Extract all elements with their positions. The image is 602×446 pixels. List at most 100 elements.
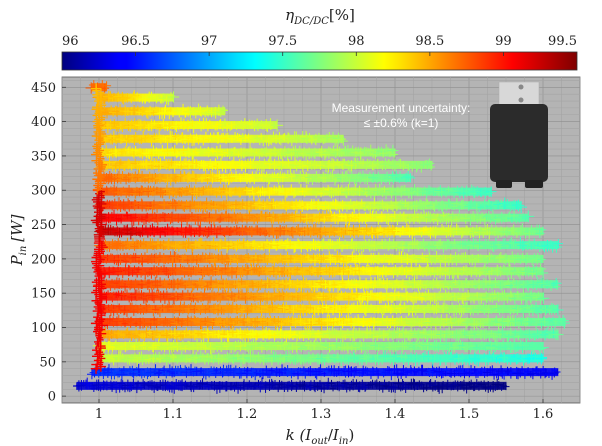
data-point	[207, 290, 217, 299]
data-point-cluster	[395, 354, 414, 363]
data-point	[202, 353, 215, 365]
data-point	[249, 368, 262, 381]
data-point	[283, 350, 295, 362]
data-point	[431, 366, 443, 379]
data-point-cluster	[538, 368, 559, 377]
data-point	[170, 353, 178, 361]
y-tick-label: 100	[31, 321, 56, 336]
annotation-line1: Measurement uncertainty:	[332, 101, 471, 115]
data-point	[138, 356, 147, 365]
data-point	[257, 340, 265, 348]
data-point	[127, 302, 137, 311]
data-point	[257, 318, 269, 330]
data-point	[346, 366, 357, 377]
data-point	[217, 368, 228, 378]
colorbar-tick-label: 99	[495, 34, 512, 49]
data-point	[161, 353, 173, 366]
data-point	[420, 328, 431, 340]
colorbar-label-unit: [%]	[329, 6, 355, 24]
colorbar-tick-label: 97.5	[268, 34, 297, 49]
data-point	[341, 354, 352, 365]
data-point	[220, 354, 230, 363]
data-point	[190, 351, 203, 364]
data-point	[533, 356, 542, 364]
data-point	[523, 329, 532, 337]
y-tick-label: 300	[31, 184, 56, 199]
data-point-cluster	[175, 330, 196, 339]
data-point	[452, 338, 464, 349]
data-point	[134, 318, 143, 326]
data-point	[400, 367, 412, 378]
data-point	[135, 303, 146, 315]
data-point	[228, 341, 240, 353]
data-point	[393, 378, 404, 389]
data-point-cluster	[156, 304, 176, 313]
data-point	[164, 364, 176, 376]
data-point	[472, 379, 482, 389]
data-point	[557, 314, 569, 327]
data-point	[349, 353, 360, 363]
data-point	[175, 355, 182, 363]
series-band	[87, 363, 561, 381]
data-point	[424, 317, 432, 326]
data-point	[176, 350, 187, 362]
data-point	[499, 352, 510, 364]
data-point	[400, 303, 409, 312]
data-point	[201, 326, 214, 339]
data-point	[253, 352, 264, 362]
data-point	[234, 327, 246, 340]
data-point	[402, 329, 410, 336]
data-point	[408, 378, 419, 389]
series-band	[95, 300, 564, 318]
x-axis-label-sub2: in	[339, 436, 349, 446]
data-point	[169, 327, 181, 340]
data-point	[503, 366, 512, 376]
data-point-cluster	[117, 354, 137, 363]
data-point	[303, 328, 315, 341]
data-point-cluster	[358, 227, 377, 236]
data-point-cluster	[265, 227, 285, 236]
data-point	[305, 354, 316, 365]
data-point	[196, 380, 206, 390]
data-point	[142, 294, 150, 302]
data-point	[532, 314, 544, 326]
data-point	[421, 317, 433, 329]
data-point	[162, 380, 173, 391]
x-axis-label-pre: k (	[286, 426, 307, 444]
data-point-cluster	[312, 134, 324, 143]
data-point	[313, 340, 321, 348]
data-point-cluster	[468, 318, 488, 327]
data-point	[209, 356, 218, 364]
data-point	[488, 351, 499, 361]
data-point	[436, 382, 448, 394]
data-point	[412, 368, 420, 375]
data-point-cluster	[385, 330, 406, 339]
data-point	[480, 306, 489, 315]
data-point	[113, 314, 125, 326]
data-point-cluster	[208, 368, 229, 377]
data-point-cluster	[247, 354, 266, 363]
data-point	[112, 354, 120, 361]
data-point	[436, 369, 447, 379]
data-point	[338, 320, 347, 329]
data-point	[314, 367, 324, 376]
data-point	[327, 318, 334, 325]
data-point	[436, 355, 446, 366]
series-band	[95, 313, 570, 331]
x-tick-label: 1.6	[533, 407, 554, 422]
data-point	[260, 315, 268, 324]
data-point	[425, 316, 438, 329]
data-point	[212, 342, 223, 352]
data-point	[482, 342, 491, 351]
data-point	[189, 294, 198, 303]
x-tick-label: 1.3	[311, 407, 332, 422]
data-point	[145, 318, 156, 329]
data-point	[162, 290, 171, 299]
data-point-cluster	[376, 342, 396, 351]
data-point	[245, 380, 254, 389]
data-point	[423, 384, 431, 392]
data-point-cluster	[265, 354, 285, 363]
data-point	[417, 341, 427, 351]
data-point-cluster	[402, 368, 423, 377]
data-point	[364, 352, 374, 362]
